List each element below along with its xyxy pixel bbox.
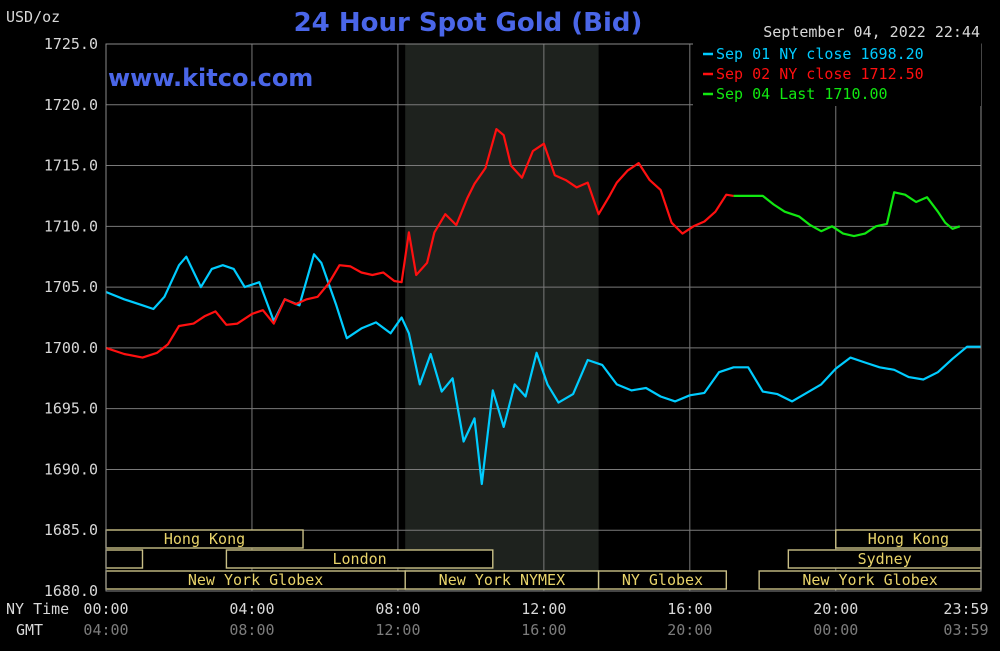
session-label: Sydney [858, 550, 912, 568]
y-axis-ticks: 1725.0 1720.0 1715.0 1710.0 1705.0 1700.0 1695… [44, 35, 98, 600]
x-tick-label: 20:00 [667, 621, 712, 639]
x-tick-label: 03:59 [943, 621, 988, 639]
y-tick-label: 1695.0 [44, 400, 98, 418]
y-tick-label: 1705.0 [44, 278, 98, 296]
session-bar [225, 549, 494, 569]
nymex-session-shading [405, 44, 599, 591]
x-tick-label: 20:00 [813, 600, 858, 618]
session-label: Hong Kong [868, 530, 949, 548]
y-tick-label: 1720.0 [44, 96, 98, 114]
session-label: London [333, 550, 387, 568]
session-label: Hong Kong [164, 530, 245, 548]
session-bar [105, 549, 144, 569]
y-tick-label: 1680.0 [44, 582, 98, 600]
price-series [105, 128, 981, 486]
y-tick-label: 1690.0 [44, 460, 98, 478]
watermark: www.kitco.com [108, 64, 313, 92]
y-tick-label: 1725.0 [44, 35, 98, 53]
legend-label: Sep 04 Last 1710.00 [716, 85, 888, 103]
x-tick-label: 00:00 [83, 600, 128, 618]
legend-box [693, 43, 981, 106]
x-tick-label: 04:00 [229, 600, 274, 618]
x-row-label-gmt: GMT [16, 621, 43, 639]
market-sessions: Hong Kong Hong Kong London Sydney New York G… [105, 529, 982, 590]
unit-label: USD/oz [6, 8, 60, 26]
y-tick-label: 1685.0 [44, 521, 98, 539]
legend-label: Sep 02 NY close 1712.50 [716, 65, 924, 83]
y-tick-label: 1700.0 [44, 339, 98, 357]
legend-label: Sep 01 NY close 1698.20 [716, 45, 924, 63]
x-axis-ticks: 00:00 04:00 08:00 12:00 16:00 20:00 23:59 04:00… [83, 600, 988, 639]
x-tick-label: 00:00 [813, 621, 858, 639]
series-line [105, 253, 981, 486]
y-tick-label: 1710.0 [44, 217, 98, 235]
session-label: NY Globex [622, 571, 703, 589]
x-tick-label: 12:00 [521, 600, 566, 618]
x-tick-label: 23:59 [943, 600, 988, 618]
series-line [105, 128, 734, 359]
session-label: New York Globex [188, 571, 323, 589]
x-tick-label: 12:00 [375, 621, 420, 639]
timestamp: September 04, 2022 22:44 [763, 23, 980, 41]
x-tick-label: 04:00 [83, 621, 128, 639]
series-line [733, 191, 961, 238]
x-tick-label: 08:00 [375, 600, 420, 618]
session-label: New York NYMEX [439, 571, 565, 589]
session-bar [597, 570, 728, 590]
x-tick-label: 08:00 [229, 621, 274, 639]
session-label: New York Globex [802, 571, 937, 589]
x-tick-label: 16:00 [521, 621, 566, 639]
x-row-label-ny: NY Time [6, 600, 69, 618]
y-tick-label: 1715.0 [44, 157, 98, 175]
plot-frame [105, 43, 982, 592]
x-tick-label: 16:00 [667, 600, 712, 618]
chart-title: 24 Hour Spot Gold (Bid) [294, 8, 643, 38]
legend: Sep 01 NY close 1698.20 Sep 02 NY close 1… [703, 45, 924, 103]
